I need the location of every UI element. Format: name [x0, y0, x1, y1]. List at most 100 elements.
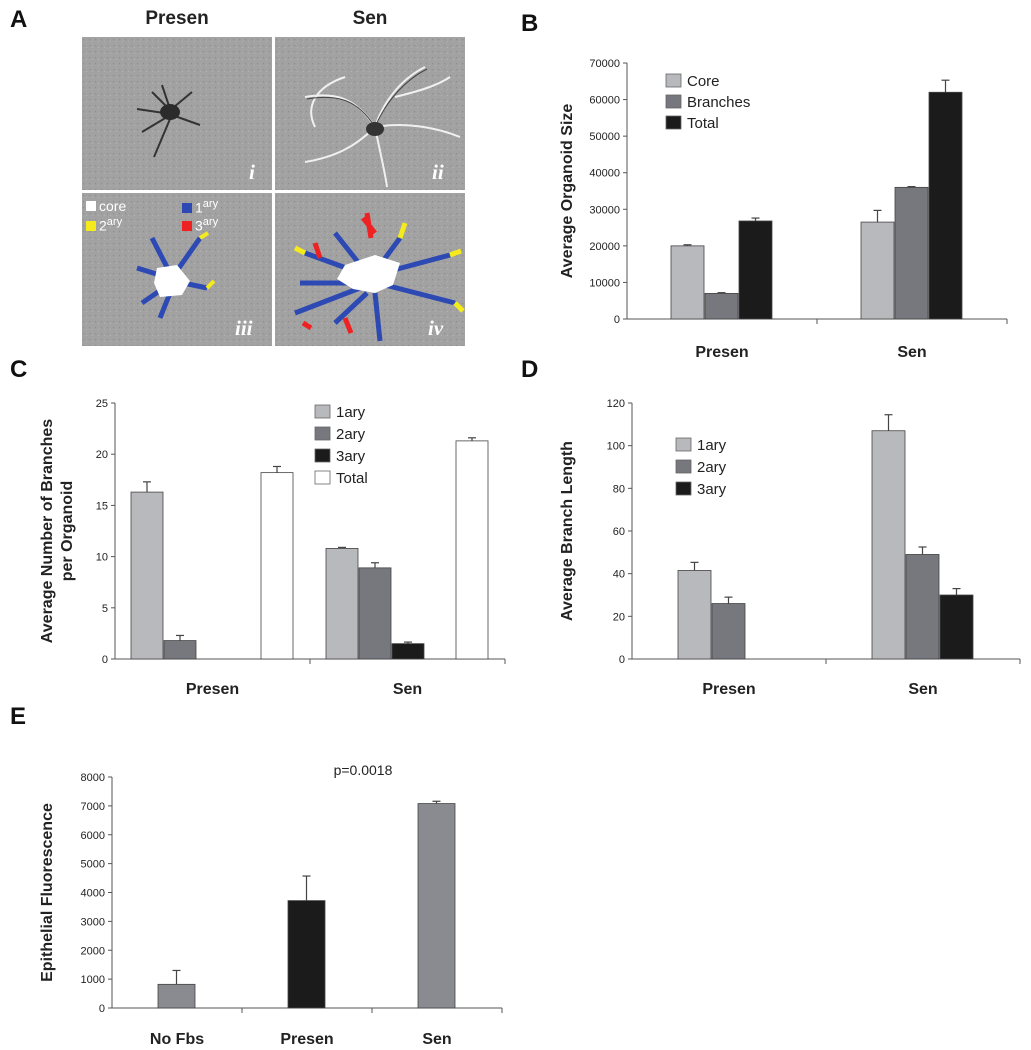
legend-swatch-2ary [314, 426, 331, 441]
y-tick-label: 20000 [589, 241, 620, 253]
legend-swatch-1ary [314, 404, 331, 419]
bar-sen-3ary [939, 594, 974, 660]
legend-label-1ary: 1ary [336, 404, 366, 421]
y-axis-label: per Organoid [59, 481, 76, 581]
bar-presen-2ary [163, 640, 197, 660]
y-tick-label: 100 [607, 441, 625, 453]
panel-letter-e: E [10, 703, 27, 730]
category-label-no-fbs: No Fbs [150, 1031, 204, 1048]
category-label-presen: Presen [695, 344, 748, 360]
legend-swatch-3ary [314, 448, 331, 463]
legend-swatch-1ary [675, 437, 692, 452]
micrograph-sen-traced [275, 193, 465, 346]
bar-sen-2ary [358, 567, 392, 660]
y-tick-label: 20 [96, 449, 108, 461]
y-tick-label: 4000 [81, 888, 105, 900]
y-tick-label: 0 [619, 654, 625, 666]
micrograph-label-i: i [249, 160, 255, 184]
y-tick-label: 1000 [81, 974, 105, 986]
legend-sup-3ary: ary [202, 216, 219, 228]
y-tick-label: 60 [613, 526, 625, 538]
y-tick-label: 60000 [589, 95, 620, 107]
bar-sen-sen [417, 803, 456, 1009]
legend-sup-1ary: ary [202, 198, 219, 210]
bar-sen-3ary [391, 643, 425, 660]
legend-label-core: Core [687, 73, 720, 90]
chart-branch-count: 0 5 10 15 20 25 Presen Sen Average Number of Bra… [39, 398, 506, 698]
legend-label-3ary: 3 [195, 217, 203, 234]
chart-branch-length: 0 20 40 60 80 100 120 Presen Sen Average Branch L… [559, 398, 1021, 698]
y-tick-label: 50000 [589, 131, 620, 143]
bar-presen-branches [704, 292, 739, 320]
y-tick-label: 0 [99, 1003, 105, 1015]
legend-swatch-total [314, 470, 331, 485]
legend-swatch-3ary [675, 481, 692, 496]
y-tick-label: 40000 [589, 168, 620, 180]
bar-presen-presen [287, 900, 326, 1009]
bar-no-fbs-no-fbs [157, 983, 196, 1009]
bar-presen-2ary [711, 603, 746, 660]
y-axis-label: Average Branch Length [559, 441, 576, 621]
micrograph-label-ii: ii [432, 160, 444, 184]
panel-letter-d: D [521, 356, 539, 383]
legend-swatch-2ary [86, 220, 96, 231]
bar-sen-branches [894, 186, 929, 320]
legend-item-core: core [86, 198, 126, 214]
y-tick-label: 40 [613, 569, 625, 581]
legend-item-3ary: 3ary [182, 216, 218, 234]
legend-label-branches: Branches [687, 94, 750, 111]
y-tick-label: 70000 [589, 58, 620, 70]
category-label-presen: Presen [186, 681, 239, 698]
legend-swatch-1ary [182, 202, 192, 213]
bar-sen-core [860, 221, 895, 320]
legend-label-2ary: 2ary [336, 426, 366, 443]
legend-label-total: Total [336, 470, 368, 487]
category-label-sen: Sen [897, 344, 926, 360]
category-label-presen: Presen [280, 1031, 333, 1048]
bar-sen-1ary [871, 430, 906, 660]
legend-label-total: Total [687, 115, 719, 132]
y-tick-label: 80 [613, 483, 625, 495]
y-tick-label: 10000 [589, 277, 620, 289]
micrograph-label-iii: iii [235, 316, 253, 340]
y-axis-label: Average Organoid Size [559, 104, 576, 279]
y-tick-label: 0 [102, 654, 108, 666]
legend-swatch-total [665, 115, 682, 130]
legend-swatch-core [86, 201, 96, 211]
bar-presen-total [260, 472, 294, 660]
bar-presen-core [670, 245, 705, 320]
category-label-sen: Sen [393, 681, 422, 698]
y-tick-label: 20 [613, 611, 625, 623]
micrograph-label-iv: iv [428, 316, 444, 340]
panel-letter-b: B [521, 10, 539, 37]
legend-label-1ary: 1ary [697, 437, 727, 454]
y-tick-label: 120 [607, 398, 625, 410]
legend-sup-2ary: ary [106, 216, 123, 228]
category-label-sen: Sen [422, 1031, 451, 1048]
legend-label-core: core [99, 198, 127, 214]
bar-presen-1ary [677, 570, 712, 660]
y-tick-label: 10 [96, 552, 108, 564]
bar-sen-total [928, 91, 963, 320]
y-tick-label: 6000 [81, 830, 105, 842]
legend-swatch-core [665, 73, 682, 88]
chart-organoid-size: 0 10000 20000 30000 40000 50000 60000 70000 Pres… [559, 58, 1008, 360]
column-title-sen: Sen [352, 8, 388, 29]
column-title-presen: Presen [145, 8, 209, 29]
chart-epithelial-fluorescence: 0 1000 2000 3000 4000 5000 6000 7000 8000 No Fbs P… [39, 762, 503, 1048]
category-label-sen: Sen [908, 681, 937, 698]
bar-sen-2ary [905, 554, 940, 660]
legend-swatch-3ary [182, 220, 192, 231]
legend-label-2ary: 2ary [697, 459, 727, 476]
y-tick-label: 30000 [589, 204, 620, 216]
legend-label-3ary: 3ary [336, 448, 366, 465]
y-tick-label: 7000 [81, 801, 105, 813]
bar-sen-total [455, 440, 489, 660]
legend-label-1ary: 1 [195, 199, 203, 216]
y-tick-label: 2000 [81, 945, 105, 957]
y-tick-label: 15 [96, 500, 108, 512]
bar-presen-total [738, 220, 773, 320]
micrograph-presen-brightfield [82, 37, 272, 190]
bar-sen-1ary [325, 548, 359, 660]
y-tick-label: 25 [96, 398, 108, 410]
